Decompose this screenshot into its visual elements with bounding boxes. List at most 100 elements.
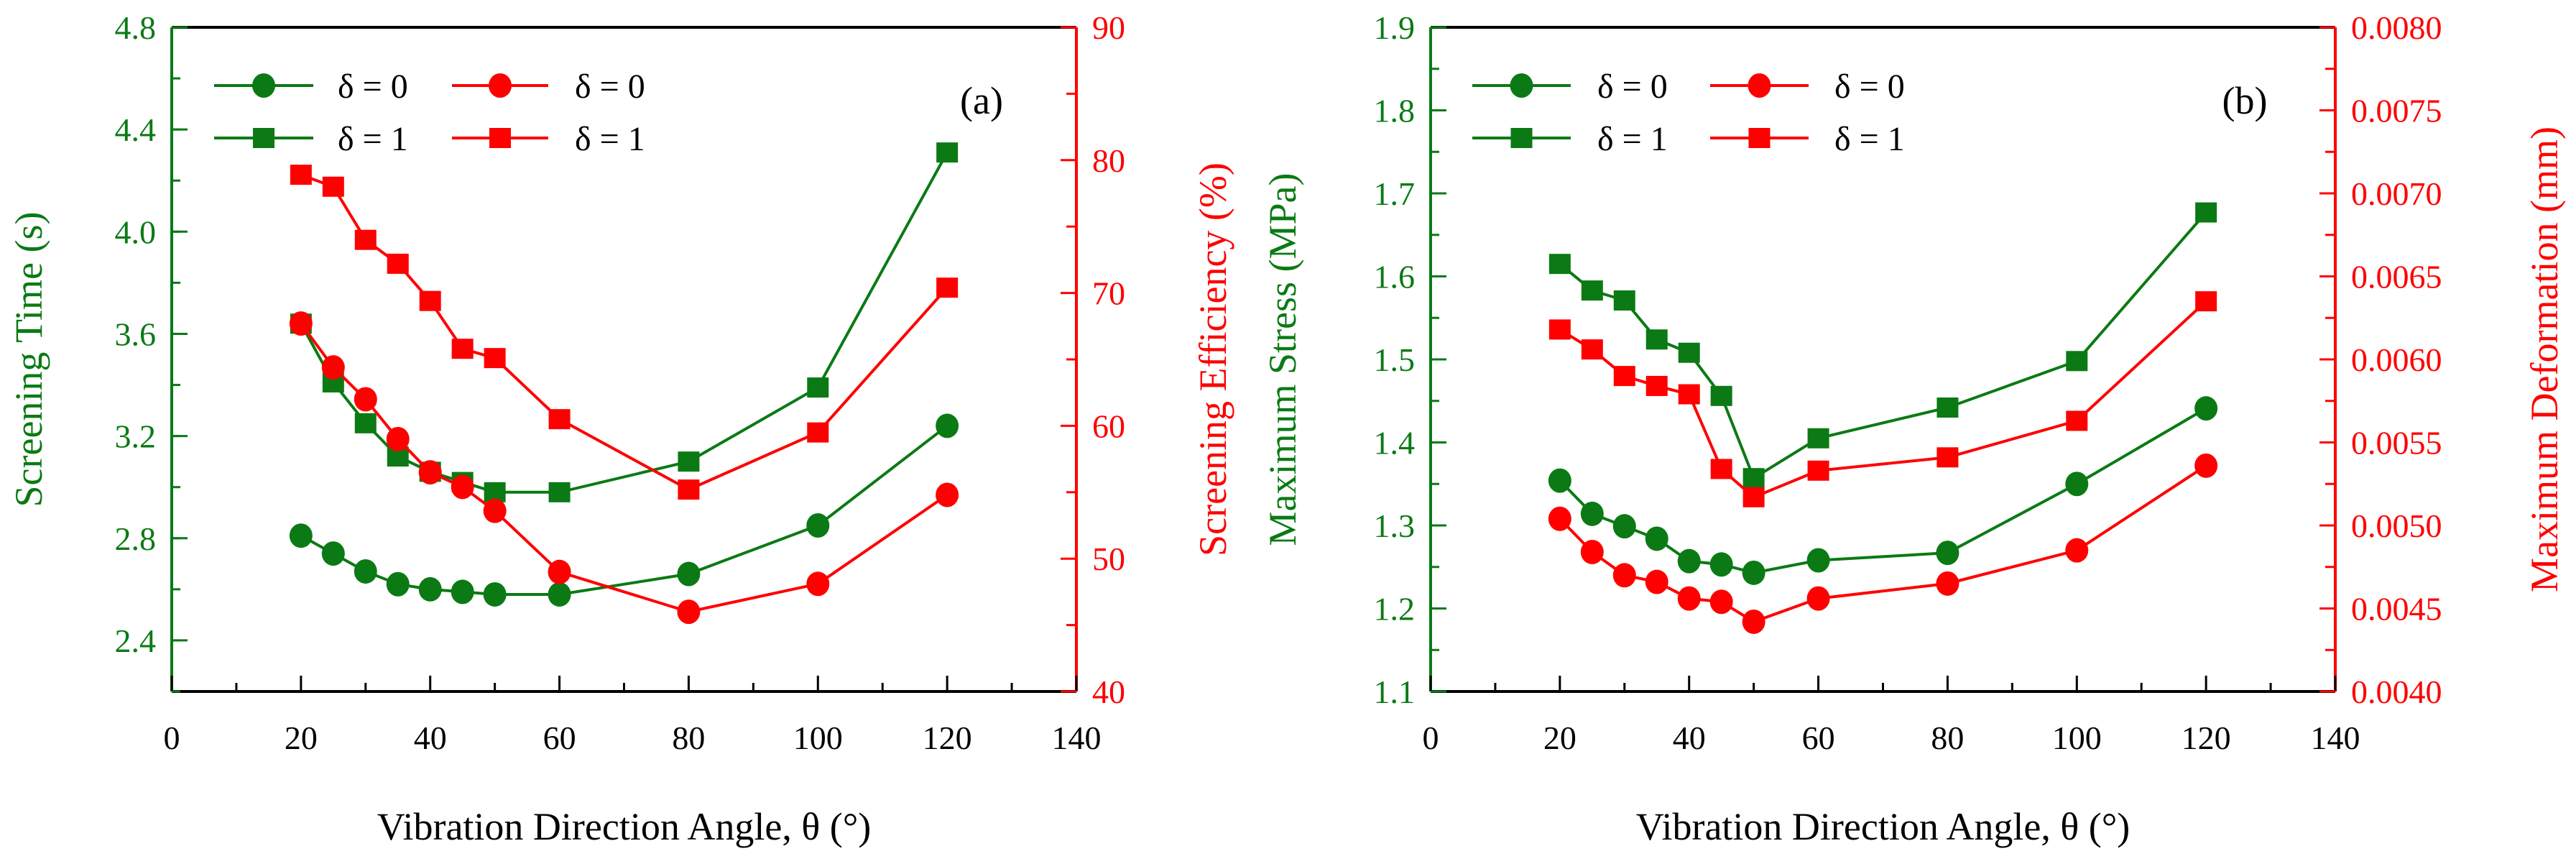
data-point-circle xyxy=(1677,586,1701,611)
data-point-square xyxy=(1645,375,1668,396)
chart-panel-b: 0 20 40 60 80 100 120 140 1.1 1.2 1.3 1.4 1.5 1.6 1.7 1… xyxy=(1261,9,2566,848)
right-y-tick-label: 40 xyxy=(1092,674,1125,710)
data-point-circle xyxy=(1548,506,1571,531)
data-point-square xyxy=(1807,428,1829,449)
x-axis-title: Vibration Direction Angle, θ (°) xyxy=(1636,805,2130,848)
legend-entry: δ = 1 xyxy=(214,120,408,158)
legend-marker-square xyxy=(1510,128,1533,148)
data-point-circle xyxy=(1677,548,1701,574)
data-point-circle xyxy=(2065,472,2089,497)
x-tick-label: 40 xyxy=(414,720,447,756)
data-point-square xyxy=(807,377,829,398)
panel-label: (a) xyxy=(960,79,1003,122)
data-point-square xyxy=(1548,254,1571,275)
data-point-circle xyxy=(483,582,507,607)
data-point-square xyxy=(1807,460,1829,481)
series-green-circle xyxy=(289,413,959,607)
left-y-tick-label: 1.8 xyxy=(1374,93,1416,129)
data-point-circle xyxy=(321,355,345,380)
x-tick-label: 80 xyxy=(672,720,705,756)
x-tick-label: 80 xyxy=(1931,720,1964,756)
x-tick-label: 20 xyxy=(1543,720,1576,756)
data-point-square xyxy=(2195,291,2217,312)
legend-label: δ = 0 xyxy=(1834,68,1905,106)
right-y-tick-label: 0.0050 xyxy=(2351,507,2442,544)
data-point-circle xyxy=(1580,539,1604,564)
legend-marker-circle xyxy=(1510,73,1533,98)
right-y-tick-label: 60 xyxy=(1092,408,1125,444)
data-point-circle xyxy=(354,559,377,584)
legend-entry: δ = 0 xyxy=(214,68,408,106)
left-y-tick-label: 1.1 xyxy=(1374,674,1416,710)
left-y-tick-label: 4.8 xyxy=(115,9,157,46)
legend-label: δ = 1 xyxy=(1834,120,1905,158)
data-point-square xyxy=(548,482,571,502)
data-point-square xyxy=(1678,384,1700,405)
data-point-square xyxy=(1613,290,1635,311)
x-tick-label: 0 xyxy=(164,720,180,756)
right-y-tick-label: 0.0045 xyxy=(2351,591,2442,628)
data-point-circle xyxy=(451,474,474,500)
data-point-square xyxy=(1645,329,1668,350)
right-y-tick-label: 0.0080 xyxy=(2351,9,2442,46)
legend-label: δ = 0 xyxy=(1597,68,1668,106)
legend-marker-circle xyxy=(252,73,275,98)
data-point-circle xyxy=(1709,552,1733,577)
data-point-circle xyxy=(386,571,410,597)
data-point-square xyxy=(322,176,344,197)
data-point-circle xyxy=(936,482,959,507)
legend-entry: δ = 0 xyxy=(1472,68,1668,106)
left-y-tick-label: 1.3 xyxy=(1374,507,1416,544)
data-point-square xyxy=(2066,351,2088,372)
right-y-tick-label: 0.0070 xyxy=(2351,175,2442,212)
data-point-circle xyxy=(806,571,830,597)
left-y-tick-label: 1.2 xyxy=(1374,591,1416,628)
data-point-circle xyxy=(1806,586,1830,611)
legend-label: δ = 1 xyxy=(338,120,408,158)
data-point-circle xyxy=(677,599,701,625)
legend-label: δ = 0 xyxy=(338,68,408,106)
left-y-tick-label: 2.8 xyxy=(115,520,157,557)
data-point-circle xyxy=(1612,514,1636,539)
right-y-tick-label: 0.0040 xyxy=(2351,674,2442,710)
left-y-tick-label: 1.6 xyxy=(1374,259,1416,295)
legend-label: δ = 1 xyxy=(575,120,645,158)
legend-marker-circle xyxy=(489,73,512,98)
data-point-square xyxy=(484,348,506,369)
series-red-square xyxy=(1548,291,2217,507)
data-point-circle xyxy=(1806,548,1830,573)
data-point-square xyxy=(1710,459,1732,479)
left-y-tick-label: 1.9 xyxy=(1374,9,1416,46)
data-point-circle xyxy=(1645,526,1668,551)
data-point-square xyxy=(1581,280,1603,301)
legend-label: δ = 1 xyxy=(1597,120,1668,158)
data-point-square xyxy=(2195,202,2217,223)
series-red-circle xyxy=(1548,453,2218,634)
legend-marker-square xyxy=(489,128,511,148)
data-point-square xyxy=(1742,468,1765,489)
legend-entry: δ = 1 xyxy=(452,120,645,158)
panel-label: (b) xyxy=(2222,79,2268,122)
right-y-axis-title: Maximum Deformation (mm) xyxy=(2523,127,2566,592)
left-y-tick-label: 1.7 xyxy=(1374,175,1416,212)
data-point-square xyxy=(1742,487,1765,507)
data-point-circle xyxy=(677,561,701,587)
data-point-circle xyxy=(548,559,571,584)
data-point-circle xyxy=(418,576,442,602)
data-point-circle xyxy=(1936,541,1959,566)
left-y-axis-title: Screening Time (s) xyxy=(7,212,50,507)
data-point-square xyxy=(936,277,959,298)
x-tick-label: 60 xyxy=(1802,720,1835,756)
legend-label: δ = 0 xyxy=(575,68,645,106)
x-tick-label: 140 xyxy=(2311,720,2360,756)
x-tick-label: 100 xyxy=(2052,720,2102,756)
left-y-tick-label: 2.4 xyxy=(115,622,157,659)
data-point-square xyxy=(1936,447,1959,468)
data-point-square xyxy=(1548,319,1571,340)
series-green-circle xyxy=(1548,396,2218,585)
right-y-axis-title: Screening Efficiency (%) xyxy=(1191,162,1234,556)
data-point-circle xyxy=(483,498,507,523)
right-y-tick-label: 0.0075 xyxy=(2351,93,2442,129)
data-point-square xyxy=(1678,342,1700,363)
data-point-circle xyxy=(1742,560,1765,585)
